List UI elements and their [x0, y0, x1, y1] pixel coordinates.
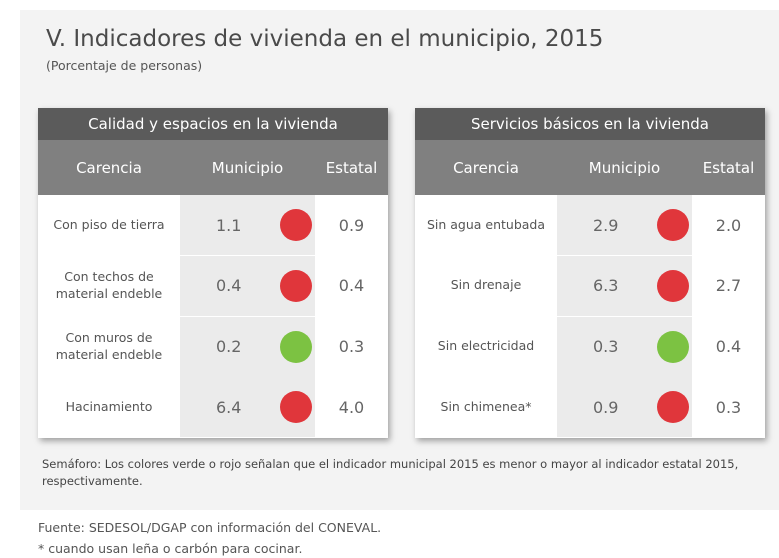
- column-header: Estatal: [315, 140, 388, 195]
- semaforo: [657, 391, 689, 424]
- municipio-value: 0.3: [593, 337, 619, 356]
- municipio-cell: 6.3: [557, 255, 692, 316]
- semaforo: [280, 330, 312, 363]
- footnote: * cuando usan leña o carbón para cocinar…: [38, 541, 303, 556]
- column-header: Carencia: [38, 140, 180, 195]
- subtitle: (Porcentaje de personas): [46, 58, 203, 73]
- municipio-cell: 2.9: [557, 195, 692, 255]
- semaforo: [280, 269, 312, 302]
- municipio-cell: 1.1: [180, 195, 315, 255]
- source: Fuente: SEDESOL/DGAP con información del…: [38, 520, 382, 535]
- estatal-value: 0.4: [338, 276, 365, 296]
- municipio-cell: 0.2: [180, 316, 315, 377]
- municipio-value: 6.4: [216, 397, 242, 417]
- title: V. Indicadores de vivienda en el municip…: [46, 26, 604, 52]
- table: Servicios básicos en la vivienda Carencia…: [415, 108, 765, 438]
- municipio-value: 2.9: [593, 215, 619, 235]
- table-title: Servicios básicos en la vivienda: [415, 108, 765, 140]
- municipio-cell: 0.4: [180, 255, 315, 316]
- column-header: Municipio: [180, 140, 315, 195]
- row-label: Sin chimenea*: [440, 398, 532, 414]
- row-label: Con muros de material endeble: [55, 329, 163, 362]
- municipio-value: 0.4: [216, 276, 242, 296]
- row-label: Con piso de tierra: [53, 216, 165, 232]
- semaforo: [280, 209, 312, 241]
- semaforo: [657, 269, 689, 302]
- municipio-value: 0.2: [216, 337, 242, 356]
- row-label: Sin drenaje: [450, 277, 522, 293]
- estatal-value: 2.7: [715, 276, 742, 296]
- estatal-value: 0.3: [338, 337, 365, 356]
- row-label: Sin electricidad: [437, 338, 535, 354]
- row-label: Hacinamiento: [65, 398, 153, 414]
- municipio-value: 6.3: [593, 276, 619, 296]
- estatal-value: 0.9: [338, 215, 365, 235]
- row-label: Sin agua entubada: [426, 216, 546, 232]
- note: Semáforo: Los colores verde o rojo señal…: [42, 457, 739, 489]
- estatal-value: 0.4: [715, 337, 742, 356]
- estatal-value: 0.3: [715, 397, 742, 417]
- column-header: Estatal: [692, 140, 765, 195]
- municipio-cell: 0.3: [557, 316, 692, 377]
- estatal-value: 2.0: [715, 215, 742, 235]
- column-header: Municipio: [557, 140, 692, 195]
- table-title: Calidad y espacios en la vivienda: [38, 108, 388, 140]
- estatal-value: 4.0: [338, 397, 365, 417]
- column-header: Carencia: [415, 140, 557, 195]
- semaforo: [657, 209, 689, 241]
- semaforo: [280, 391, 312, 424]
- semaforo: [657, 330, 689, 363]
- table: Calidad y espacios en la vivienda Carenci…: [38, 108, 388, 438]
- row-label: Con techos de material endeble: [55, 268, 163, 301]
- municipio-value: 0.9: [593, 397, 619, 417]
- municipio-cell: 6.4: [180, 377, 315, 438]
- municipio-cell: 0.9: [557, 377, 692, 438]
- municipio-value: 1.1: [216, 215, 242, 235]
